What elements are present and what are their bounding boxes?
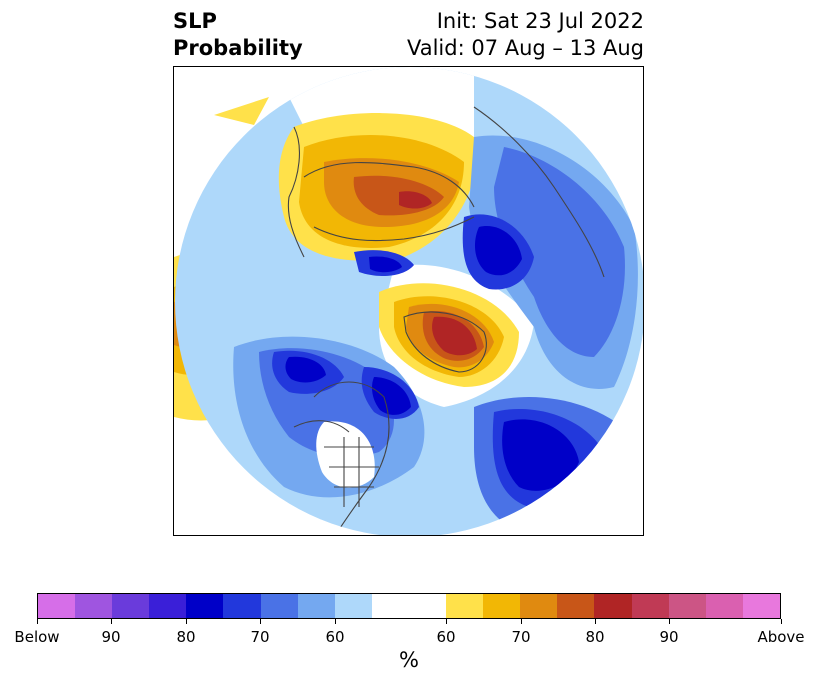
colorbar-segment (742, 594, 780, 618)
colorbar-tick-label: 90 (659, 628, 679, 646)
title-left: SLP Probability (173, 8, 303, 62)
colorbar-tick-mark (595, 619, 596, 624)
colorbar-tick-mark (260, 619, 261, 624)
colorbar-segment (594, 594, 632, 618)
colorbar-segment (223, 594, 261, 618)
colorbar-segment (297, 594, 335, 618)
colorbar-segment (520, 594, 558, 618)
colorbar-tick-mark (37, 619, 38, 624)
colorbar-tick-label: 80 (585, 628, 605, 646)
colorbar-tick-label: 60 (436, 628, 456, 646)
init-date: Init: Sat 23 Jul 2022 (436, 9, 644, 33)
colorbar-segment (75, 594, 113, 618)
title-right: Init: Sat 23 Jul 2022 Valid: 07 Aug – 13… (407, 8, 644, 62)
map-fill-nw-streak (214, 97, 269, 125)
colorbar-units: % (399, 648, 419, 672)
title-product: Probability (173, 36, 303, 60)
map-panel (173, 66, 644, 536)
colorbar-segment (186, 594, 224, 618)
colorbar-segment (446, 594, 484, 618)
colorbar-segment (705, 594, 743, 618)
colorbar-segment (668, 594, 706, 618)
colorbar-segment (483, 594, 521, 618)
colorbar-tick-mark (186, 619, 187, 624)
colorbar-tick-label: 60 (325, 628, 345, 646)
colorbar-tick-mark (111, 619, 112, 624)
colorbar-segment (371, 594, 409, 618)
colorbar-tick-label: Above (757, 628, 805, 646)
colorbar-segment (334, 594, 372, 618)
colorbar-segment (260, 594, 298, 618)
colorbar-tick-mark (521, 619, 522, 624)
colorbar-segment (557, 594, 595, 618)
colorbar-tick-label: 90 (101, 628, 121, 646)
colorbar-segment (631, 594, 669, 618)
colorbar (37, 593, 781, 619)
probability-map (174, 67, 643, 535)
colorbar-segment (112, 594, 150, 618)
title-variable: SLP (173, 9, 217, 33)
colorbar-tick-mark (335, 619, 336, 624)
colorbar-segment (149, 594, 187, 618)
probability-disc (175, 67, 643, 535)
colorbar-tick-mark (446, 619, 447, 624)
colorbar-tick-mark (781, 619, 782, 624)
colorbar-segment (38, 594, 76, 618)
colorbar-tick-label: 70 (250, 628, 270, 646)
colorbar-segment (408, 594, 447, 618)
colorbar-tick-label: 80 (176, 628, 196, 646)
valid-range: Valid: 07 Aug – 13 Aug (406, 36, 644, 60)
colorbar-tick-label: 70 (511, 628, 531, 646)
colorbar-tick-mark (669, 619, 670, 624)
colorbar-tick-label: Below (14, 628, 60, 646)
